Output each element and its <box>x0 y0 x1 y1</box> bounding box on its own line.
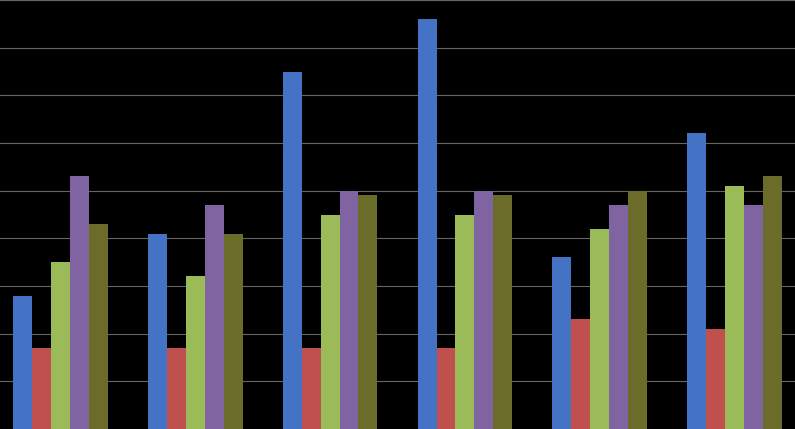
Bar <box>89 224 108 429</box>
Bar <box>205 205 223 429</box>
Bar <box>553 257 572 429</box>
Bar <box>359 196 378 429</box>
Bar <box>283 72 302 429</box>
Bar <box>493 196 512 429</box>
Bar <box>762 176 781 429</box>
Bar <box>167 348 186 429</box>
Bar <box>417 19 436 429</box>
Bar <box>725 186 744 429</box>
Bar <box>744 205 762 429</box>
Bar <box>609 205 628 429</box>
Bar <box>572 319 590 429</box>
Bar <box>51 262 70 429</box>
Bar <box>475 190 493 429</box>
Bar <box>456 214 475 429</box>
Bar <box>70 176 89 429</box>
Bar <box>687 133 706 429</box>
Bar <box>628 190 647 429</box>
Bar <box>302 348 320 429</box>
Bar <box>320 214 339 429</box>
Bar <box>186 276 205 429</box>
Bar <box>436 348 456 429</box>
Bar <box>14 296 33 429</box>
Bar <box>339 190 359 429</box>
Bar <box>33 348 51 429</box>
Bar <box>590 229 609 429</box>
Bar <box>706 329 725 429</box>
Bar <box>223 233 242 429</box>
Bar <box>148 233 167 429</box>
